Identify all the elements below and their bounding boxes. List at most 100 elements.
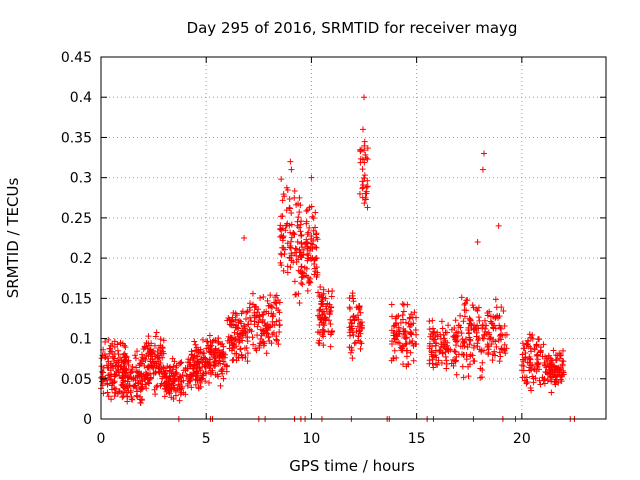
data-point bbox=[121, 342, 128, 349]
data-point bbox=[202, 378, 209, 385]
data-point bbox=[241, 235, 248, 241]
data-point bbox=[161, 380, 168, 387]
data-point bbox=[413, 341, 420, 348]
x-tick-label: 10 bbox=[303, 431, 321, 447]
y-tick-label: 0.15 bbox=[61, 291, 92, 307]
y-tick-label: 0 bbox=[83, 412, 92, 428]
data-point bbox=[293, 246, 300, 253]
data-point bbox=[309, 245, 316, 252]
data-point bbox=[400, 308, 407, 315]
data-point bbox=[107, 376, 114, 383]
y-tick-label: 0.1 bbox=[70, 332, 92, 348]
data-point bbox=[300, 251, 307, 258]
data-point bbox=[166, 387, 173, 394]
data-point bbox=[159, 375, 166, 382]
data-point bbox=[297, 202, 304, 209]
data-point bbox=[348, 320, 355, 327]
data-point bbox=[321, 310, 328, 317]
data-point bbox=[354, 312, 361, 319]
data-point bbox=[313, 274, 320, 281]
data-point bbox=[276, 322, 283, 329]
data-point bbox=[128, 375, 135, 382]
data-point bbox=[454, 337, 461, 344]
data-point bbox=[242, 354, 249, 361]
data-point bbox=[191, 361, 198, 368]
data-point bbox=[235, 333, 242, 340]
data-point bbox=[443, 361, 450, 368]
data-point bbox=[404, 347, 411, 354]
data-point bbox=[265, 310, 272, 317]
data-point bbox=[164, 363, 171, 370]
data-point bbox=[392, 315, 399, 322]
data-point bbox=[197, 367, 204, 374]
data-point bbox=[361, 142, 368, 149]
data-point bbox=[160, 337, 167, 344]
data-point bbox=[486, 308, 493, 315]
data-point bbox=[364, 183, 371, 190]
data-point bbox=[202, 355, 209, 362]
data-point bbox=[452, 349, 459, 356]
data-point bbox=[480, 347, 487, 354]
data-point bbox=[315, 312, 322, 319]
data-point bbox=[121, 372, 128, 379]
data-point bbox=[474, 307, 481, 314]
data-point bbox=[236, 337, 243, 344]
data-point bbox=[240, 323, 247, 330]
data-point bbox=[276, 309, 283, 316]
data-point bbox=[235, 354, 242, 361]
data-point bbox=[133, 384, 140, 391]
data-point bbox=[143, 385, 150, 392]
data-point bbox=[246, 314, 253, 321]
data-point bbox=[249, 290, 256, 297]
data-point bbox=[167, 364, 174, 371]
data-point bbox=[356, 328, 363, 335]
data-point bbox=[548, 389, 555, 396]
data-point bbox=[206, 365, 213, 372]
data-point bbox=[191, 338, 198, 345]
data-point bbox=[471, 326, 478, 333]
data-point bbox=[260, 311, 267, 318]
data-point bbox=[99, 368, 106, 375]
data-point bbox=[442, 349, 449, 356]
data-point bbox=[474, 340, 481, 347]
data-point bbox=[388, 301, 395, 308]
data-point bbox=[137, 399, 144, 406]
data-point bbox=[200, 350, 207, 357]
data-point bbox=[234, 324, 241, 331]
data-point bbox=[402, 341, 409, 348]
data-point bbox=[232, 335, 239, 342]
data-point bbox=[329, 328, 336, 335]
data-point bbox=[467, 337, 474, 344]
data-point bbox=[230, 321, 237, 328]
data-point bbox=[234, 330, 241, 337]
data-point bbox=[315, 289, 322, 296]
data-point bbox=[177, 360, 184, 367]
data-point bbox=[359, 185, 366, 192]
data-point bbox=[212, 345, 219, 352]
data-point bbox=[526, 355, 533, 362]
data-point bbox=[359, 126, 366, 133]
data-point bbox=[271, 321, 278, 328]
data-point bbox=[137, 387, 144, 394]
data-point bbox=[217, 360, 224, 367]
data-point bbox=[535, 336, 542, 343]
data-point bbox=[499, 332, 506, 339]
data-point bbox=[391, 335, 398, 342]
data-point bbox=[455, 322, 462, 329]
data-point bbox=[526, 367, 533, 374]
data-point bbox=[110, 363, 117, 370]
data-point bbox=[498, 325, 505, 332]
data-point bbox=[296, 299, 303, 306]
data-point bbox=[245, 321, 252, 328]
data-point bbox=[238, 351, 245, 358]
data-point bbox=[288, 210, 295, 217]
data-point bbox=[231, 329, 238, 336]
data-point bbox=[172, 392, 179, 399]
data-point bbox=[281, 193, 288, 200]
data-point bbox=[430, 364, 437, 371]
data-point bbox=[286, 196, 293, 203]
data-point bbox=[252, 345, 259, 352]
data-point bbox=[305, 255, 312, 262]
data-point bbox=[314, 236, 321, 243]
data-point bbox=[465, 373, 472, 380]
